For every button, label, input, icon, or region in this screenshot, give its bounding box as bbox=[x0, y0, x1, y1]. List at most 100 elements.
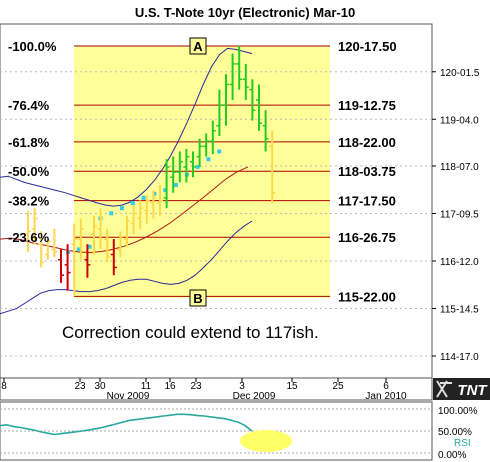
ohlc-bar bbox=[77, 218, 84, 260]
month-label: Nov 2009 bbox=[107, 391, 150, 402]
fib-price-label: 118-03.75 bbox=[338, 164, 396, 179]
ohlc-bar bbox=[143, 195, 150, 224]
point-b-label: B bbox=[189, 289, 207, 307]
fib-pct-label: -61.8% bbox=[8, 135, 50, 150]
price-tick-label: 118-07.0 bbox=[440, 162, 479, 173]
ohlc-bar bbox=[130, 205, 137, 234]
ohlc-bar bbox=[51, 228, 58, 258]
fib-price-label: 120-17.50 bbox=[338, 39, 397, 54]
ohlc-bar bbox=[150, 190, 157, 219]
ohlc-bar bbox=[176, 151, 183, 183]
ohlc-bar bbox=[124, 215, 130, 247]
svg-text:B: B bbox=[193, 291, 202, 306]
ohlc-bar bbox=[137, 200, 144, 229]
ohlc-bar bbox=[97, 208, 104, 250]
ohlc-bar bbox=[269, 130, 276, 204]
ohlc-bar bbox=[31, 208, 38, 245]
price-tick-label: 120-01.5 bbox=[440, 68, 480, 79]
x-tick-label: 15 bbox=[286, 381, 298, 392]
price-axis: 120-01.5 119-04.0 118-07.0 117-09.5 116-12.0… bbox=[432, 68, 480, 363]
x-axis-ticks: 8 23 30 11 16 23 3 15 25 6 bbox=[1, 378, 389, 392]
ohlc-bar bbox=[38, 231, 45, 268]
x-tick-label: 25 bbox=[332, 381, 344, 392]
sar-dot bbox=[76, 247, 81, 252]
ohlc-bar bbox=[71, 223, 78, 295]
time-axis bbox=[0, 377, 433, 401]
fib-pct-label: -50.0% bbox=[8, 164, 50, 179]
price-tick-label: 117-09.5 bbox=[440, 209, 479, 220]
fib-pct-label: -38.2% bbox=[8, 194, 50, 209]
month-labels: Nov 2009 Dec 2009 Jan 2010 bbox=[107, 391, 407, 402]
annotation-text: Correction could extend to 117ish. bbox=[62, 323, 319, 342]
month-label: Dec 2009 bbox=[233, 391, 276, 402]
rsi-highlight bbox=[240, 430, 292, 452]
rsi-tick-100: 100.00% bbox=[438, 406, 478, 417]
bb-upper-line bbox=[0, 47, 253, 207]
bollinger-bands bbox=[0, 47, 253, 315]
fib-pct-label: -100.0% bbox=[8, 39, 57, 54]
ohlc-bar bbox=[44, 239, 51, 260]
month-label: Jan 2010 bbox=[365, 391, 407, 402]
point-a-label: A bbox=[189, 37, 207, 55]
ohlc-bar bbox=[209, 120, 216, 155]
rsi-tick-0: 0.00% bbox=[438, 450, 466, 461]
ohlc-bar bbox=[64, 244, 71, 291]
ohlc-bar bbox=[190, 151, 196, 178]
sar-dot bbox=[206, 157, 211, 162]
price-tick-label: 119-04.0 bbox=[440, 115, 479, 126]
fib-labels: -100.0% 120-17.50 -76.4% 119-12.75 -61.8% 118… bbox=[8, 39, 397, 304]
ohlc-bar bbox=[236, 45, 243, 90]
fib-price-label: 115-22.00 bbox=[338, 289, 396, 304]
ohlc-bar bbox=[170, 156, 177, 193]
sar-dot bbox=[195, 164, 200, 169]
fib-price-label: 116-26.75 bbox=[338, 230, 396, 245]
ohlc-bar bbox=[216, 89, 223, 137]
sar-dot bbox=[141, 195, 146, 200]
rsi-label: RSI bbox=[454, 438, 471, 449]
bb-lower-line bbox=[0, 220, 253, 315]
price-tick-label: 116-12.0 bbox=[440, 257, 479, 268]
fib-pct-label: -23.6% bbox=[8, 230, 50, 245]
rsi-polyline bbox=[0, 413, 253, 436]
price-tick-label: 114-17.0 bbox=[440, 352, 479, 363]
x-tick-label: 16 bbox=[164, 381, 176, 392]
ohlc-bar bbox=[25, 210, 31, 252]
ohlc-bar bbox=[84, 244, 91, 278]
ohlc-bar bbox=[183, 148, 190, 183]
fib-price-label: 117-17.50 bbox=[338, 194, 396, 209]
fib-pct-label: -76.4% bbox=[8, 98, 50, 113]
ohlc-bar bbox=[117, 231, 124, 258]
ohlc-bar bbox=[249, 79, 256, 121]
chart-title: U.S. T-Note 10yr (Electronic) Mar-10 bbox=[135, 5, 355, 20]
ohlc-bar bbox=[262, 110, 269, 152]
x-tick-label: 30 bbox=[94, 381, 106, 392]
sar-dot bbox=[87, 244, 92, 249]
rsi-tick-50: 50.00% bbox=[438, 427, 472, 438]
ohlc-bar bbox=[110, 239, 117, 276]
sar-dot bbox=[120, 206, 124, 211]
rsi-line bbox=[0, 413, 253, 436]
sar-dot bbox=[163, 188, 168, 193]
sar-dot bbox=[217, 149, 222, 154]
ohlc-bar bbox=[163, 159, 170, 209]
sar-dot bbox=[174, 182, 178, 187]
x-tick-label: 11 bbox=[141, 381, 152, 392]
ohlc-bar bbox=[256, 84, 262, 131]
ohlc-bar bbox=[242, 63, 249, 100]
ohlc-bar bbox=[157, 184, 163, 216]
sar-dot bbox=[130, 201, 135, 206]
fib-price-label: 119-12.75 bbox=[338, 98, 396, 113]
fib-price-label: 118-22.00 bbox=[338, 135, 396, 150]
ohlc-bars bbox=[25, 45, 276, 295]
ohlc-bar bbox=[58, 249, 64, 283]
tnt-logo: TNT bbox=[433, 378, 490, 400]
ohlc-bar bbox=[229, 53, 236, 100]
x-tick-label: 23 bbox=[74, 381, 86, 392]
ohlc-bar bbox=[203, 133, 210, 157]
price-tick-label: 115-14.5 bbox=[440, 304, 479, 315]
ohlc-bar bbox=[223, 74, 229, 126]
x-tick-label: 3 bbox=[239, 381, 245, 392]
ohlc-bar bbox=[104, 228, 111, 263]
